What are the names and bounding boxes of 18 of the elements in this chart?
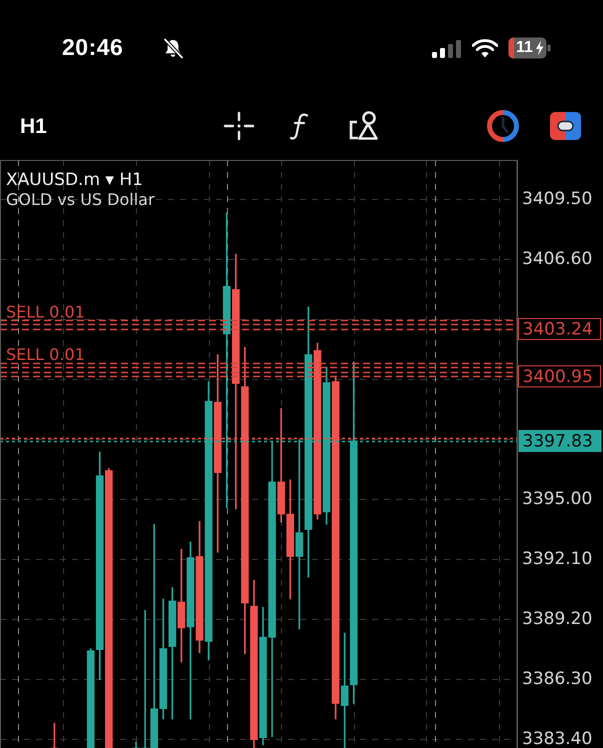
ref-line-label: 3400.95 — [522, 366, 593, 387]
ref-line-label: 3397.83 — [522, 431, 593, 452]
annotation: SELL 0.01 — [6, 344, 85, 364]
text: XAUUSD.m ▾ H1 — [6, 170, 143, 190]
annotation: SELL 0.01 — [6, 302, 85, 322]
y-tick-label: 3389.20 — [522, 609, 592, 630]
candlestick — [50, 722, 58, 748]
y-tick-label: 3395.00 — [522, 488, 592, 509]
text: H1 — [20, 115, 47, 138]
ref-line-label: 3403.24 — [522, 319, 593, 340]
y-tick-label: 3386.30 — [522, 669, 592, 690]
y-tick-label: 3383.40 — [522, 729, 592, 748]
text: GOLD vs US Dollar — [6, 190, 155, 209]
text: 11 — [516, 39, 533, 56]
y-tick-label: 3392.10 — [522, 549, 592, 570]
text: 20:46 — [62, 34, 124, 60]
y-tick-label: 3409.50 — [522, 188, 592, 209]
y-tick-label: 3406.60 — [522, 248, 592, 269]
